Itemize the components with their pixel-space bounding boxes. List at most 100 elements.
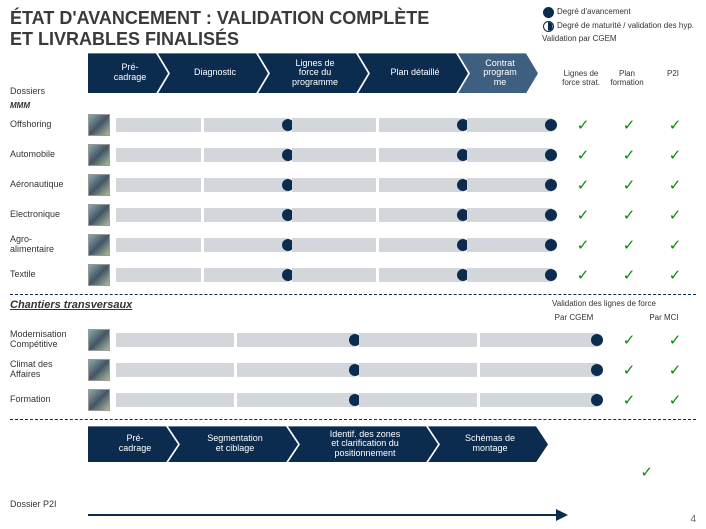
table-row: Agro- alimentaire✓✓✓ (0, 230, 706, 260)
chevron-label: Pré- cadrage (114, 63, 147, 83)
progress-track (116, 148, 552, 162)
rows-container: MMM Offshoring✓✓✓Automobile✓✓✓Aéronautiq… (0, 99, 706, 462)
progress-track (116, 238, 552, 252)
progress-segment (480, 363, 598, 377)
row-thumbnail-icon (88, 329, 110, 351)
progress-segment (292, 148, 377, 162)
progress-segment (379, 118, 464, 132)
chevron: Segmentation et ciblage (168, 426, 298, 462)
progress-segment (292, 178, 377, 192)
chevron-label: Schémas de montage (465, 434, 515, 454)
progress-segment (467, 208, 552, 222)
chevron: Pré- cadrage (88, 426, 178, 462)
pie-full-icon (542, 6, 554, 18)
milestone-dot-icon (591, 394, 603, 406)
progress-segment (116, 178, 201, 192)
divider (10, 294, 696, 295)
progress-segment (204, 208, 289, 222)
check-icon: ✓ (654, 116, 696, 134)
chevron: Contrat program me (458, 53, 538, 93)
progress-segment (204, 118, 289, 132)
check-group: ✓✓✓ (562, 146, 696, 164)
progress-segment (292, 238, 377, 252)
row-thumbnail-icon (88, 359, 110, 381)
milestone-dot-icon (545, 179, 557, 191)
validation-header-top: Lignes de force strat.Plan formationP2I (560, 70, 694, 88)
timeline-arrow-icon (88, 511, 568, 519)
check-icon: ✓ (654, 266, 696, 284)
progress-segment (467, 148, 552, 162)
check-group: ✓✓✓ (562, 176, 696, 194)
progress-segment (204, 238, 289, 252)
chevron-label: Plan détaillé (390, 68, 439, 78)
progress-segment (379, 268, 464, 282)
progress-segment (237, 333, 355, 347)
check-icon: ✓ (654, 146, 696, 164)
check-icon: ✓ (562, 206, 604, 224)
row-thumbnail-icon (88, 234, 110, 256)
milestone-dot-icon (545, 209, 557, 221)
progress-segment (480, 393, 598, 407)
check-icon: ✓ (654, 176, 696, 194)
row-thumbnail-icon (88, 114, 110, 136)
chevron-label: Diagnostic (194, 68, 236, 78)
progress-segment (467, 178, 552, 192)
check-icon: ✓ (562, 266, 604, 284)
check-icon: ✓ (562, 116, 604, 134)
row-thumbnail-icon (88, 389, 110, 411)
milestone-dot-icon (591, 364, 603, 376)
chevron-label: Contrat program me (483, 59, 517, 89)
row-label: Climat des Affaires (10, 360, 88, 380)
val-col-header: Plan formation (606, 70, 648, 88)
validation2-title: Validation des lignes de force (514, 299, 694, 308)
check-icon: ✓ (562, 236, 604, 254)
check-icon: ✓ (654, 331, 696, 349)
progress-track (116, 208, 552, 222)
progress-segment (116, 363, 234, 377)
progress-segment (116, 268, 201, 282)
table-row: Climat des Affaires✓✓ (0, 355, 706, 385)
progress-track (116, 268, 552, 282)
table-row: Electronique✓✓✓ (0, 200, 706, 230)
progress-segment (116, 118, 201, 132)
check-icon: ✓ (608, 331, 650, 349)
progress-segment (467, 268, 552, 282)
row-thumbnail-icon (88, 264, 110, 286)
progress-segment (359, 393, 477, 407)
check-icon: ✓ (562, 146, 604, 164)
row-label: Electronique (10, 210, 88, 220)
table-row: Modernisation Compétitive✓✓ (0, 325, 706, 355)
progress-segment (359, 363, 477, 377)
progress-segment (116, 148, 201, 162)
val2-col-header: Par MCI (634, 313, 694, 322)
row-label: Automobile (10, 150, 88, 160)
row-thumbnail-icon (88, 144, 110, 166)
p2i-label: Dossier P2I (10, 499, 57, 509)
progress-track (116, 333, 598, 347)
check-icon: ✓ (608, 206, 650, 224)
chevron: Identif. des zones et clarification du p… (288, 426, 438, 462)
progress-segment (359, 333, 477, 347)
progress-segment (116, 208, 201, 222)
legend-deg-mat: Degré de maturité / validation des hyp. (557, 21, 694, 31)
check-group: ✓✓✓ (562, 236, 696, 254)
row-label: Aéronautique (10, 180, 88, 190)
chevron-bar-bottom: Pré- cadrageSegmentation et ciblageIdent… (88, 426, 706, 462)
page-number: 4 (690, 514, 696, 525)
progress-segment (204, 148, 289, 162)
legend: Degré d'avancement Degré de maturité / v… (542, 6, 694, 44)
val-col-header: P2I (652, 70, 694, 88)
validation-header-2: Par CGEM Par MCI (544, 313, 694, 322)
milestone-dot-icon (545, 269, 557, 281)
milestone-dot-icon (591, 334, 603, 346)
chevron: Pré- cadrage (88, 53, 168, 93)
milestone-dot-icon (545, 119, 557, 131)
progress-segment (116, 393, 234, 407)
val2-col-header: Par CGEM (544, 313, 604, 322)
check-icon: ✓ (608, 266, 650, 284)
check-icon: ✓ (654, 391, 696, 409)
check-icon: ✓ (654, 206, 696, 224)
progress-segment (292, 118, 377, 132)
row-thumbnail-icon (88, 174, 110, 196)
table-row: Aéronautique ✓✓✓ (0, 170, 706, 200)
